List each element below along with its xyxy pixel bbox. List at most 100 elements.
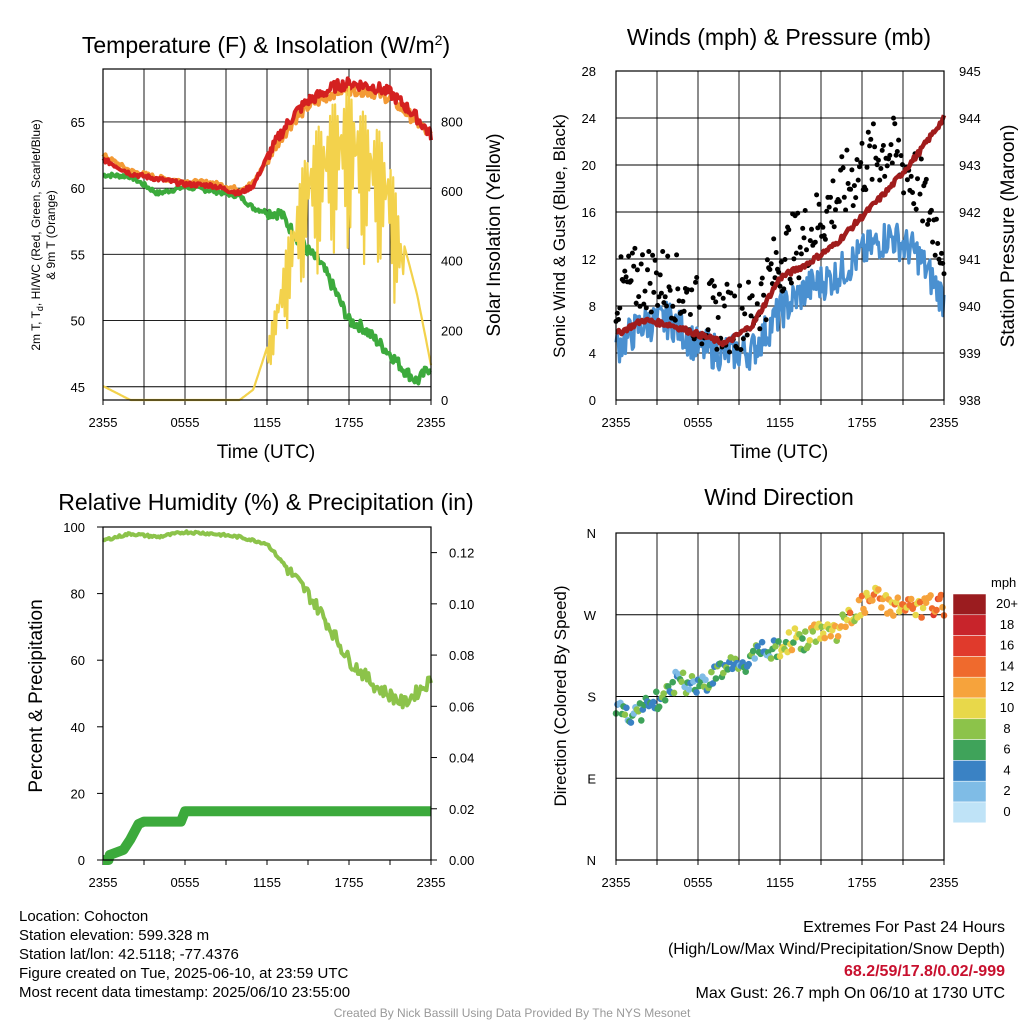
gust-point xyxy=(631,263,637,269)
gust-point xyxy=(650,252,656,258)
temp-ytick-right: 0 xyxy=(441,393,448,408)
dir-point xyxy=(907,595,915,603)
dir-point xyxy=(669,678,676,686)
dir-point xyxy=(799,635,806,642)
gust-point xyxy=(910,190,915,195)
rh-ytick-left: 40 xyxy=(71,720,85,735)
dir-point xyxy=(809,628,817,635)
gust-point xyxy=(786,227,792,233)
dir-point xyxy=(627,719,635,726)
gust-point xyxy=(865,129,871,135)
gust-point xyxy=(651,289,657,295)
rh-ytick-right: 0.04 xyxy=(449,751,474,766)
gust-point xyxy=(643,305,649,311)
rh-ytick-right: 0.08 xyxy=(449,648,474,663)
gust-point xyxy=(628,278,634,284)
gust-point xyxy=(665,253,671,259)
gust-point xyxy=(848,186,854,192)
gust-point xyxy=(812,239,818,245)
wind-ytick-left: 12 xyxy=(582,252,596,267)
gust-point xyxy=(699,341,705,347)
location-text: Location: Cohocton xyxy=(19,908,149,925)
wind-pressure-line xyxy=(615,114,947,348)
gust-point xyxy=(930,239,936,245)
colorbar-label: 18 xyxy=(1000,617,1014,632)
wind-ytick-left: 0 xyxy=(589,393,596,408)
gust-point xyxy=(746,279,751,285)
gust-point xyxy=(882,173,888,179)
dir-point xyxy=(791,625,799,632)
gust-point xyxy=(894,149,900,154)
gust-point xyxy=(901,190,907,196)
gust-point xyxy=(705,327,711,333)
gust-point xyxy=(798,251,804,257)
gust-point xyxy=(680,298,686,304)
gust-point xyxy=(641,301,647,307)
gust-point xyxy=(836,198,842,204)
gust-point xyxy=(851,183,857,189)
gust-point xyxy=(761,292,767,298)
wind-xtick-label: 2355 xyxy=(602,415,631,430)
gust-point xyxy=(737,283,743,289)
rh-ytick-left: 100 xyxy=(63,520,85,535)
gust-point xyxy=(850,203,856,209)
dir-point xyxy=(693,689,700,696)
rh-ytick-right: 0.00 xyxy=(449,853,474,868)
dir-point xyxy=(653,688,660,696)
wind-sonic-line xyxy=(614,222,946,372)
dir-point xyxy=(834,633,842,640)
dir-point xyxy=(846,609,854,617)
gust-point xyxy=(911,201,917,207)
temp-ytick-right: 200 xyxy=(441,323,463,338)
gust-point xyxy=(768,261,774,267)
gust-point xyxy=(658,290,664,296)
gust-point xyxy=(664,303,669,309)
dir-point xyxy=(745,660,752,668)
dir-panel: N E S W N 2355 0555 1155 1755 2355 xyxy=(584,526,959,890)
dir-xtick-label: 1155 xyxy=(766,875,794,890)
dir-point xyxy=(919,604,927,612)
dir-ytick: W xyxy=(584,608,597,623)
rh-ytick-right: 0.12 xyxy=(449,546,474,561)
dir-point xyxy=(918,614,925,621)
gust-point xyxy=(694,275,700,280)
wind-ytick-left: 4 xyxy=(589,346,596,361)
temp-ytick-left: 65 xyxy=(71,115,85,130)
gust-point xyxy=(623,274,629,280)
rh-panel: 0 20 40 60 80 100 0.00 0.02 0.04 0.06 0.08 0.10 0.12… xyxy=(63,520,474,890)
gust-point xyxy=(814,192,820,198)
gust-point xyxy=(661,300,667,306)
temp-panel: 45 50 55 60 65 0 200 400 600 800 2355 0555 1155 1755 2… xyxy=(71,68,463,430)
gust-point xyxy=(647,280,653,286)
wind-ytick-right: 939 xyxy=(959,346,981,361)
station-info: Location: Cohocton Station elevation: 59… xyxy=(19,907,350,1002)
wind-frame xyxy=(615,70,945,401)
colorbar-swatch xyxy=(952,718,987,740)
gust-point xyxy=(797,244,803,250)
wind-xtick-label: 1155 xyxy=(766,415,794,430)
wind-ytick-right: 945 xyxy=(959,64,981,79)
gust-point xyxy=(722,303,727,309)
dir-point xyxy=(933,606,940,614)
colorbar-label: 12 xyxy=(1000,679,1014,694)
gust-point xyxy=(728,290,734,296)
dir-point xyxy=(650,698,657,706)
colorbar-label: 14 xyxy=(1000,658,1014,673)
gust-point xyxy=(653,270,659,276)
dir-points xyxy=(612,584,948,726)
gust-point xyxy=(781,286,787,292)
gust-point xyxy=(863,187,869,193)
gust-point xyxy=(662,294,668,300)
gust-point xyxy=(754,301,760,307)
rh-frame xyxy=(102,526,432,861)
colorbar-label: 10 xyxy=(1000,700,1014,715)
gust-point xyxy=(795,210,801,216)
colorbar-swatch xyxy=(952,593,987,616)
rh-xtick-label: 2355 xyxy=(417,875,446,890)
gust-point xyxy=(782,257,788,262)
gust-point xyxy=(687,312,693,317)
dir-frame xyxy=(615,532,945,861)
wind-ytick-right: 943 xyxy=(959,158,981,173)
gust-point xyxy=(748,313,754,319)
wind-ytick-right: 941 xyxy=(959,252,981,267)
